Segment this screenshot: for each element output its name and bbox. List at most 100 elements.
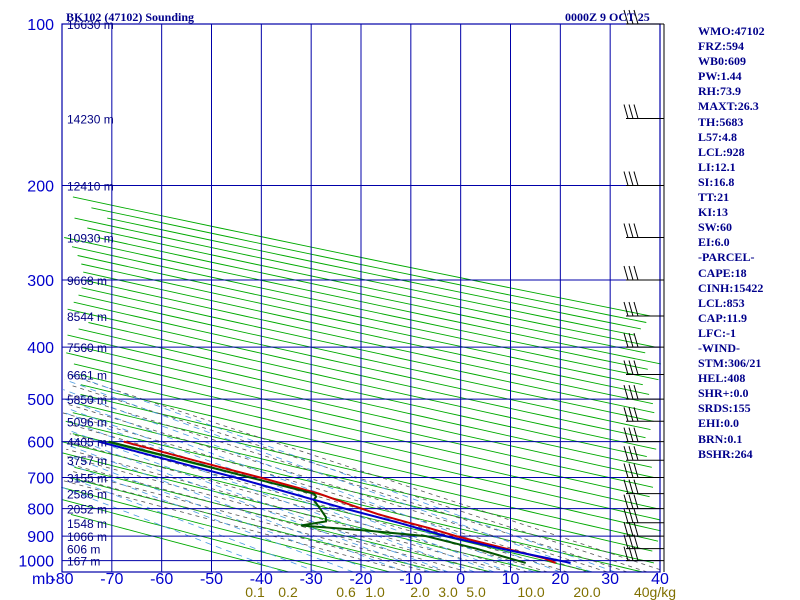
pressure-tick-label: 500 bbox=[27, 392, 54, 409]
pressure-tick-label: 400 bbox=[27, 340, 54, 357]
mixing-ratio-tick-label: 40g/kg bbox=[634, 584, 676, 600]
height-label: 10930 m bbox=[67, 232, 114, 246]
wind-barb-feather bbox=[623, 171, 629, 186]
pressure-tick-label: 300 bbox=[27, 273, 54, 290]
moist-adiabat-line bbox=[69, 433, 548, 573]
dry-adiabat-line bbox=[78, 294, 654, 422]
height-label: 1066 m bbox=[67, 530, 107, 544]
wind-barb bbox=[623, 463, 664, 479]
height-label: 4405 m bbox=[67, 436, 107, 450]
wind-barb-feather bbox=[633, 427, 639, 442]
wind-barb bbox=[623, 223, 664, 239]
pressure-tick-label: 600 bbox=[27, 435, 54, 452]
dry-adiabat-line bbox=[61, 441, 593, 573]
wind-barb-feather bbox=[623, 332, 629, 348]
mixing-ratio-line bbox=[66, 429, 449, 573]
pressure-tick-label: 800 bbox=[27, 502, 54, 519]
index-line: LCL:853 bbox=[698, 295, 745, 310]
mixing-ratio-line bbox=[69, 420, 475, 573]
wind-barb-feather bbox=[628, 534, 634, 549]
dry-adiabat-line bbox=[78, 328, 647, 458]
wind-barb-feather bbox=[633, 384, 639, 400]
wind-barb-feather bbox=[623, 446, 629, 461]
wind-barb-feather bbox=[633, 494, 639, 509]
mixing-ratio-line bbox=[71, 374, 616, 573]
dry-adiabat-line bbox=[73, 301, 651, 431]
height-label: 6661 m bbox=[67, 369, 107, 383]
dry-adiabat-line bbox=[68, 477, 441, 573]
moist-adiabat-line bbox=[69, 470, 449, 573]
dry-adiabat-line bbox=[72, 196, 651, 317]
wind-barb-feather bbox=[623, 463, 629, 478]
temperature-tick-label: -10 bbox=[399, 571, 422, 588]
mixing-ratio-lines bbox=[61, 374, 616, 573]
temperature-tick-label: 20 bbox=[551, 571, 569, 588]
dry-adiabat-line bbox=[73, 363, 650, 498]
dry-adiabat-line bbox=[62, 499, 340, 573]
index-line: SRDS:155 bbox=[698, 401, 751, 416]
index-line: WMO:47102 bbox=[698, 24, 765, 38]
wind-barb-feather bbox=[623, 9, 629, 25]
temperature-tick-labels: -80 -70 -60 -50 -40 -30 -20 -10 0 10 20 30 40 bbox=[50, 571, 669, 588]
wind-barb-feather bbox=[628, 104, 634, 119]
temperature-profile-line bbox=[123, 440, 556, 564]
wind-barb bbox=[623, 407, 664, 422]
temperature-tick-label: 30 bbox=[601, 571, 619, 588]
index-line: WB0:609 bbox=[698, 54, 746, 69]
dry-adiabat-line bbox=[77, 255, 659, 381]
dry-adiabat-line bbox=[66, 352, 654, 488]
height-label: 2052 m bbox=[67, 503, 107, 517]
wind-barb-feather bbox=[628, 521, 634, 537]
dry-adiabat-line bbox=[70, 513, 290, 573]
temperature-tick-label: -50 bbox=[200, 571, 223, 588]
moist-adiabat-line bbox=[68, 384, 648, 573]
wind-barb-feather bbox=[633, 301, 639, 317]
pressure-temperature-grid bbox=[61, 23, 661, 573]
height-label: 5850 m bbox=[67, 393, 107, 407]
index-line: PW:1.44 bbox=[698, 69, 742, 84]
mixing-ratio-tick-label: 20.0 bbox=[573, 584, 600, 600]
temperature-tick-label: -70 bbox=[100, 571, 123, 588]
moist-adiabat-line bbox=[67, 374, 661, 571]
mixing-ratio-tick-label: 10.0 bbox=[517, 584, 544, 600]
wind-barb-feather bbox=[628, 427, 634, 442]
index-line: LCL:928 bbox=[698, 144, 745, 159]
index-line: -WIND- bbox=[698, 340, 740, 355]
wind-barb bbox=[623, 9, 664, 25]
wind-barb-feather bbox=[623, 407, 629, 422]
wind-barb-feather bbox=[628, 494, 634, 509]
wind-barb-feather bbox=[628, 223, 634, 238]
dry-adiabat-line bbox=[80, 346, 654, 478]
moist-adiabat-line bbox=[67, 463, 469, 573]
dry-adiabat-line bbox=[64, 237, 661, 365]
wind-barb-feather bbox=[623, 104, 629, 119]
wind-barb-feather bbox=[623, 508, 629, 523]
mixing-ratio-line bbox=[67, 463, 354, 573]
wind-barb-feather bbox=[633, 332, 639, 348]
index-line: SHR+:0.0 bbox=[698, 386, 749, 401]
wind-barb-feather bbox=[633, 534, 639, 549]
index-line: -PARCEL- bbox=[698, 250, 755, 265]
index-line: STM:306/21 bbox=[698, 356, 762, 371]
moist-adiabat-line bbox=[68, 394, 628, 573]
temperature-tick-label: -30 bbox=[300, 571, 323, 588]
wind-barb-feather bbox=[633, 463, 639, 478]
dry-adiabat-line bbox=[71, 246, 648, 370]
height-label: 167 m bbox=[67, 555, 100, 569]
wind-barb-feather bbox=[623, 534, 629, 549]
wind-barb-feather bbox=[633, 546, 639, 561]
dry-adiabat-line bbox=[61, 486, 391, 573]
wind-barb-feather bbox=[623, 479, 629, 494]
mixing-ratio-line bbox=[64, 412, 495, 573]
index-line: L57:4.8 bbox=[698, 129, 737, 144]
height-labels: 16630 m 14230 m 12410 m 10930 m 9668 m 8544 m… bbox=[67, 18, 114, 569]
height-label: 14230 m bbox=[67, 112, 114, 126]
moist-adiabat-line bbox=[66, 456, 488, 573]
wind-barb-feather bbox=[628, 407, 634, 422]
dewpoint-profile-line bbox=[108, 440, 526, 564]
wind-barb bbox=[623, 301, 664, 317]
temperature-tick-label: -20 bbox=[349, 571, 372, 588]
wind-barb-feather bbox=[628, 463, 634, 478]
wind-barb-feather bbox=[633, 407, 639, 422]
mixing-ratio-tick-label: 0.6 bbox=[336, 584, 356, 600]
